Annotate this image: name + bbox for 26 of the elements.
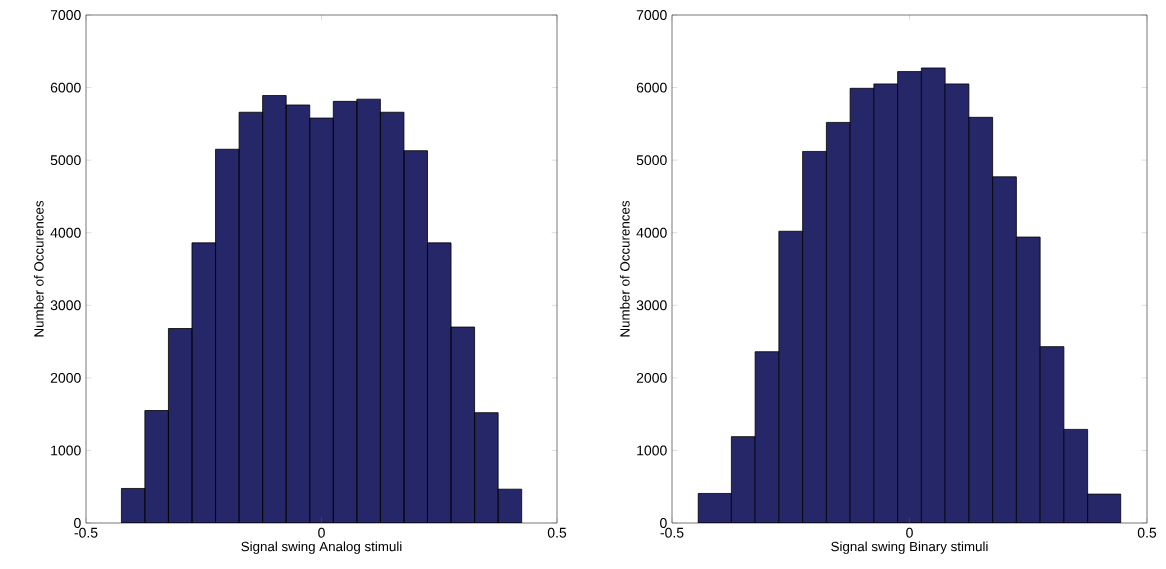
x-tick-label: -0.5 bbox=[660, 527, 684, 538]
y-tick-label: 5000 bbox=[636, 155, 667, 166]
y-tick-label: 7000 bbox=[636, 10, 667, 20]
y-tick-label: 4000 bbox=[50, 227, 81, 238]
x-tick-label: 0 bbox=[318, 527, 325, 538]
x-axis-title: Signal swing Binary stimuli bbox=[831, 541, 988, 554]
y-tick-label: 7000 bbox=[50, 10, 81, 20]
x-tick-label: -0.5 bbox=[74, 527, 98, 538]
y-tick-label: 5000 bbox=[50, 155, 81, 166]
y-tick-label: 6000 bbox=[50, 82, 81, 93]
x-tick-label: 0 bbox=[906, 527, 913, 538]
y-tick-label: 6000 bbox=[636, 82, 667, 93]
y-tick-label: 4000 bbox=[636, 227, 667, 238]
y-tick-label: 0 bbox=[660, 518, 667, 528]
y-tick-label: 3000 bbox=[636, 300, 667, 311]
y-axis-title: Number of Occurences bbox=[619, 200, 630, 337]
y-tick-label: 2000 bbox=[50, 372, 81, 383]
y-tick-label: 1000 bbox=[637, 445, 667, 456]
x-tick-label: 0.5 bbox=[547, 527, 567, 538]
y-axis-title: Number of Occurences bbox=[33, 200, 44, 337]
y-tick-label: 3000 bbox=[50, 300, 81, 311]
y-tick-label: 2000 bbox=[636, 372, 667, 383]
y-tick-label: 1000 bbox=[51, 445, 81, 456]
x-tick-label: 0.5 bbox=[1137, 527, 1157, 538]
y-tick-label: 0 bbox=[74, 518, 81, 528]
x-axis-title: Signal swing Analog stimuli bbox=[241, 541, 402, 554]
